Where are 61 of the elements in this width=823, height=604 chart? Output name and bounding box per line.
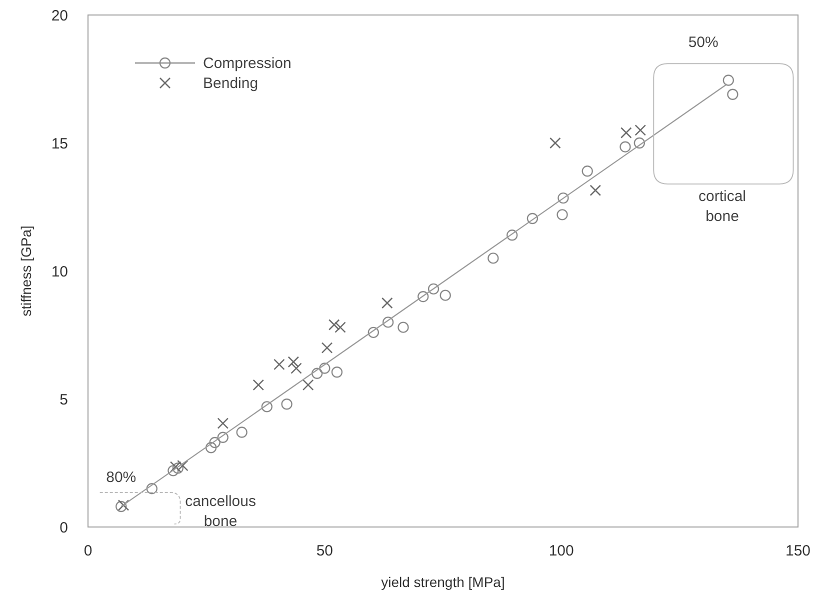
point <box>334 322 346 333</box>
point <box>428 283 440 295</box>
x-tick-label: 150 <box>785 542 811 560</box>
point <box>331 366 343 378</box>
point <box>302 379 314 391</box>
x-axis-title: yield strength [MPa] <box>381 574 505 590</box>
point <box>217 432 228 443</box>
point <box>582 166 593 177</box>
x-tick-label: 0 <box>84 542 92 560</box>
point <box>398 322 409 333</box>
point <box>252 379 264 391</box>
point <box>168 465 179 476</box>
point <box>590 184 602 196</box>
point <box>116 500 127 512</box>
annotation: 80% <box>106 468 136 488</box>
y-tick-label: 10 <box>51 263 68 280</box>
point <box>281 398 292 410</box>
point <box>381 297 393 309</box>
y-tick-label: 20 <box>51 7 68 24</box>
point <box>261 401 273 412</box>
point <box>506 230 518 241</box>
point <box>172 462 184 474</box>
y-axis-title: stiffness [GPa] <box>18 226 34 316</box>
annotation: 50% <box>688 33 718 54</box>
y-tick-label: 0 <box>60 519 68 536</box>
point <box>236 426 248 438</box>
point <box>620 127 632 138</box>
point <box>321 342 333 354</box>
point <box>118 500 130 511</box>
point <box>556 209 568 220</box>
annotation: cortical bone <box>698 187 748 227</box>
point <box>634 137 646 149</box>
point <box>319 362 330 374</box>
point <box>634 124 646 136</box>
point <box>205 442 217 454</box>
y-tick-label: 15 <box>51 135 68 152</box>
point <box>488 252 499 264</box>
point <box>440 290 451 301</box>
legend-label: Compression <box>203 54 292 72</box>
point <box>217 418 229 429</box>
y-tick-label: 5 <box>60 391 68 408</box>
point <box>418 291 429 302</box>
point <box>558 192 569 204</box>
point <box>368 326 380 338</box>
point <box>146 483 158 494</box>
point <box>274 358 285 370</box>
point <box>290 362 302 374</box>
point <box>209 436 220 448</box>
x-tick-label: 100 <box>548 542 574 560</box>
annotation: cancellous bone <box>184 492 257 532</box>
point <box>328 319 340 330</box>
legend-label: Bending <box>203 74 258 92</box>
point <box>288 356 300 368</box>
point <box>382 316 394 328</box>
point <box>311 368 323 379</box>
point <box>550 137 561 149</box>
point <box>620 141 631 152</box>
x-tick-label: 50 <box>316 542 334 560</box>
point <box>722 74 734 86</box>
point <box>526 212 538 224</box>
point <box>727 88 738 100</box>
